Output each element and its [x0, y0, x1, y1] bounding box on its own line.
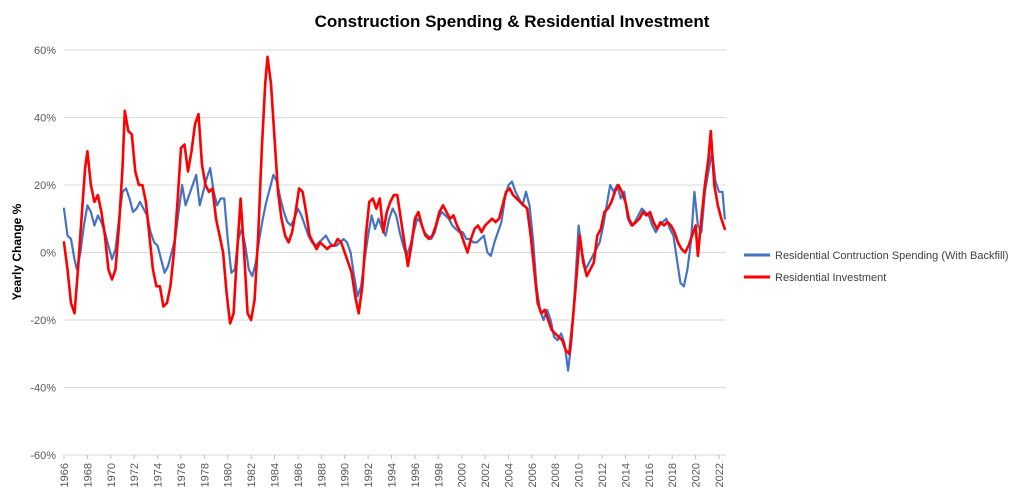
x-tick-label: 2004 — [503, 463, 515, 487]
x-tick-label: 2010 — [574, 463, 586, 487]
x-tick-label: 2020 — [691, 463, 703, 487]
x-tick-label: 2022 — [714, 463, 726, 487]
x-tick-label: 2016 — [644, 463, 656, 487]
chart-title: Construction Spending & Residential Inve… — [315, 12, 710, 31]
legend-label: Residential Contruction Spending (With B… — [775, 250, 1009, 262]
x-tick-label: 2014 — [620, 463, 632, 487]
y-tick-label: 60% — [34, 45, 56, 57]
x-tick-labels: 1966 1968 1970 1972 1974 1976 1978 1980 1982 1984… — [59, 455, 726, 487]
x-tick-label: 1998 — [433, 463, 445, 487]
x-tick-label: 1966 — [59, 463, 71, 487]
x-tick-label: 1994 — [386, 463, 398, 487]
y-tick-label: 20% — [34, 180, 56, 192]
x-tick-label: 2018 — [667, 463, 679, 487]
x-tick-label: 1970 — [106, 463, 118, 487]
y-tick-labels: -60% -40% -20% 0% 20% 40% 60% — [30, 45, 56, 462]
x-tick-label: 2000 — [457, 463, 469, 487]
series-line-1 — [62, 150, 726, 372]
legend-label: Residential Investment — [775, 272, 886, 284]
x-tick-label: 2008 — [550, 463, 562, 487]
series-line-2 — [62, 55, 727, 356]
x-tick-label: 2002 — [480, 463, 492, 487]
x-tick-label: 1984 — [270, 463, 282, 487]
y-axis-label: Yearly Change % — [10, 203, 24, 300]
x-tick-label: 1980 — [223, 463, 235, 487]
x-tick-label: 1982 — [246, 463, 258, 487]
x-tick-label: 1972 — [129, 463, 141, 487]
x-tick-label: 1978 — [199, 463, 211, 487]
x-tick-label: 1992 — [363, 463, 375, 487]
x-tick-label: 1986 — [293, 463, 305, 487]
x-tick-label: 1976 — [176, 463, 188, 487]
y-tick-label: -20% — [30, 315, 56, 327]
y-tick-label: -60% — [30, 450, 56, 462]
y-tick-label: 40% — [34, 113, 56, 125]
gridlines — [64, 49, 726, 456]
y-tick-label: -40% — [30, 383, 56, 395]
series-lines — [62, 55, 727, 372]
x-tick-label: 1968 — [82, 463, 94, 487]
x-tick-label: 1996 — [410, 463, 422, 487]
x-tick-label: 1988 — [316, 463, 328, 487]
x-tick-label: 1974 — [153, 463, 165, 487]
x-tick-label: 1990 — [340, 463, 352, 487]
y-tick-label: 0% — [40, 248, 56, 260]
x-tick-label: 2012 — [597, 463, 609, 487]
legend: Residential Contruction Spending (With B… — [744, 250, 1009, 284]
x-tick-label: 2006 — [527, 463, 539, 487]
